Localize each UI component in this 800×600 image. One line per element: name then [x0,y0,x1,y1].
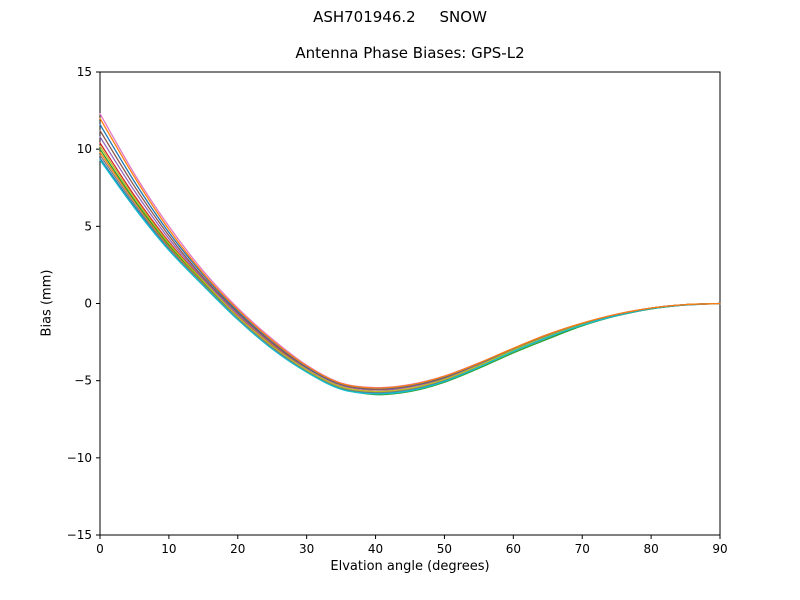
x-tick-label: 80 [643,542,658,556]
x-tick-label: 20 [230,542,245,556]
y-tick-label: −15 [67,528,92,542]
series-line-s6 [99,129,721,390]
series-line-s10 [99,159,721,395]
x-tick-label: 10 [161,542,176,556]
y-tick-label: −5 [74,374,92,388]
x-axis-label: Elvation angle (degrees) [330,559,490,574]
chart-subtitle: Antenna Phase Biases: GPS-L2 [295,44,525,62]
y-tick-label: 10 [77,142,92,156]
series-line-s8 [99,154,721,393]
y-tick-label: 0 [84,297,92,311]
x-tick-label: 70 [575,542,590,556]
y-tick-label: −10 [67,451,92,465]
x-tick-label: 0 [96,542,104,556]
series-line-s11 [99,123,721,390]
x-tick-label: 40 [368,542,383,556]
x-tick-label: 30 [299,542,314,556]
x-tick-label: 50 [437,542,452,556]
series-line-s7 [99,113,721,389]
x-tick-label: 60 [506,542,521,556]
x-tick-label: 90 [712,542,727,556]
y-tick-label: 5 [84,219,92,233]
series-line-s12 [99,117,721,389]
plot-frame [99,71,721,536]
y-tick-label: 15 [77,65,92,79]
y-axis-label: Bias (mm) [39,269,55,337]
chart-title: ASH701946.2 SNOW [313,8,487,26]
series-line-s3 [99,148,721,396]
